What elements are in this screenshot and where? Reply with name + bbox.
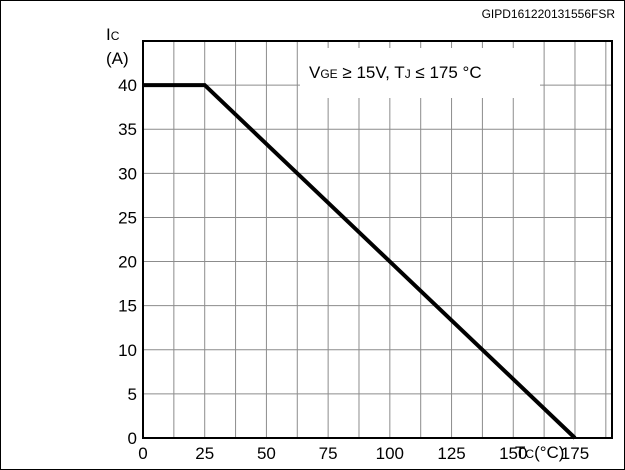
x-tick-label: 0: [138, 444, 147, 463]
x-tick-label: 175: [561, 444, 589, 463]
series-line: [143, 83, 577, 440]
conditions-annotation: VGE ≥ 15V, TJ ≤ 175 °C: [309, 63, 482, 82]
annotation-box: [300, 48, 540, 98]
y-axis-label: IC: [106, 25, 120, 44]
y-tick-label: 5: [128, 385, 137, 404]
y-tick-labels: 0 5 10 15 20 25 30 35 40: [118, 76, 137, 448]
y-tick-label: 40: [118, 76, 137, 95]
grid: [143, 41, 612, 438]
x-tick-label: 150: [499, 444, 527, 463]
y-tick-label: 25: [118, 208, 137, 227]
x-tick-label: 125: [437, 444, 465, 463]
plot-area-border: [142, 40, 613, 439]
x-axis-label: TC(°C): [515, 443, 564, 462]
y-tick-label: 35: [118, 120, 137, 139]
x-tick-label: 50: [257, 444, 276, 463]
x-tick-label: 75: [319, 444, 338, 463]
y-tick-label: 15: [118, 297, 137, 316]
y-tick-label: 20: [118, 253, 137, 272]
x-tick-label: 25: [195, 444, 214, 463]
y-tick-label: 10: [118, 341, 137, 360]
y-axis-unit: (A): [106, 49, 129, 68]
series: [143, 83, 577, 440]
y-tick-label: 0: [128, 429, 137, 448]
x-tick-labels: 0 25 50 75 100 125 150 175: [138, 444, 589, 463]
y-tick-label: 30: [118, 164, 137, 183]
x-tick-label: 100: [376, 444, 404, 463]
figure-code: GIPD161220131556FSR: [482, 7, 616, 21]
